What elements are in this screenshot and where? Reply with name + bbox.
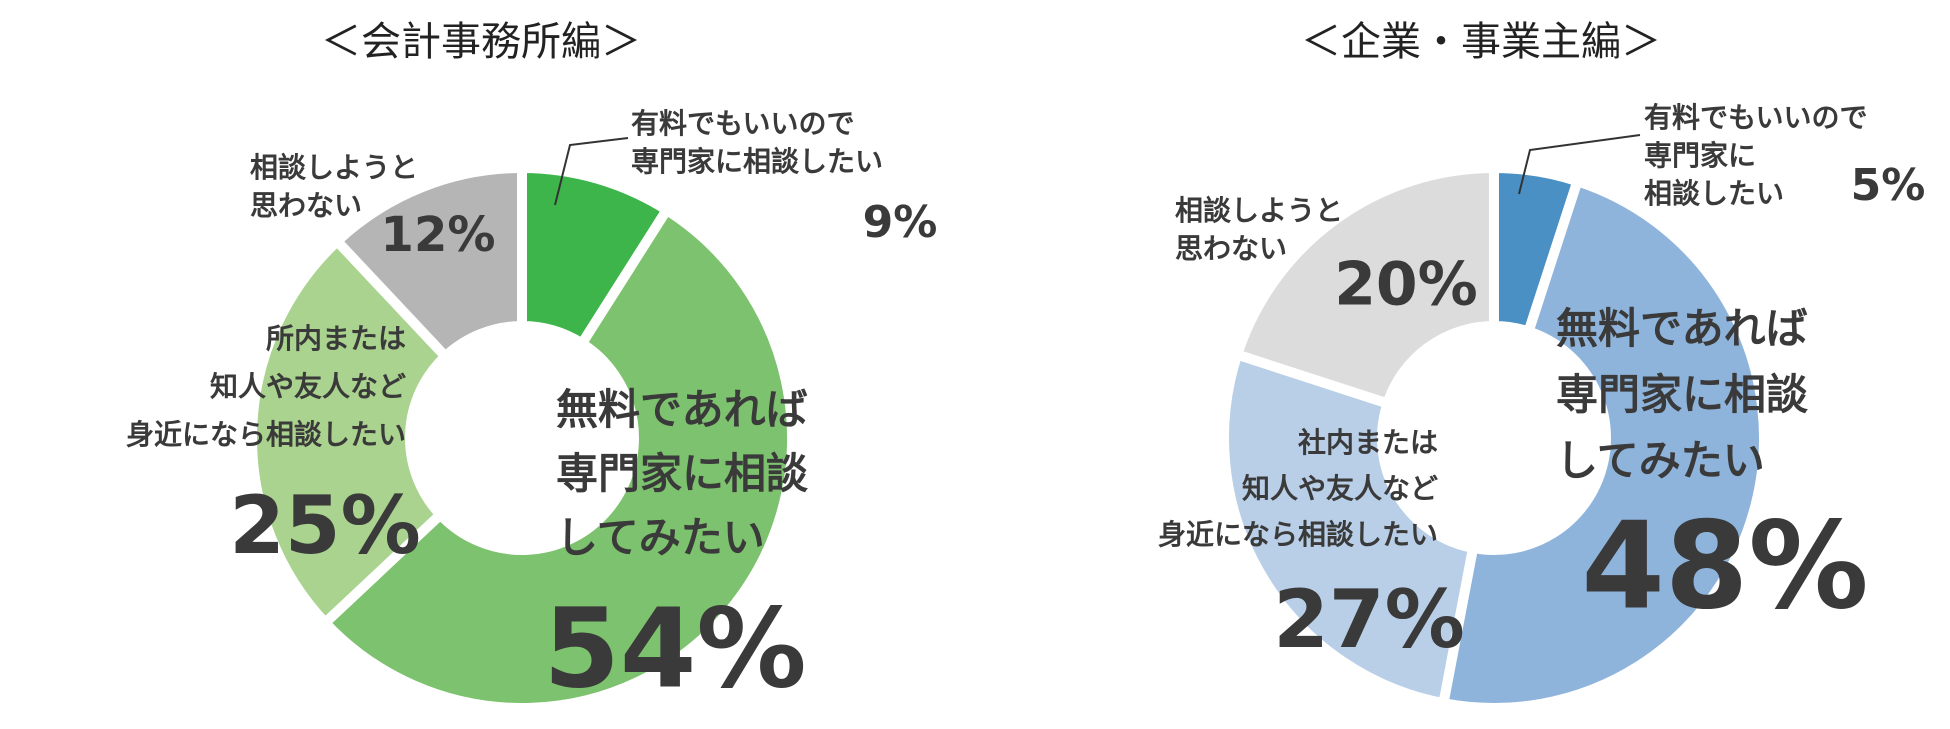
slice-label-line: してみたい: [556, 513, 765, 562]
slice-label-line: 身近になら相談したい: [1158, 518, 1438, 551]
donut-slice: [247, 234, 453, 630]
donut-slice: [1230, 162, 1499, 410]
slice-label: 社内または知人や友人など身近になら相談したい: [1158, 426, 1438, 551]
value-label: 48%: [1581, 498, 1868, 637]
slice-label-line: 知人や友人など: [210, 370, 406, 403]
slice-label-line: 知人や友人など: [1242, 472, 1438, 505]
donut-slice: [318, 203, 797, 713]
slice-label-line: してみたい: [1556, 436, 1765, 485]
slice-label: 相談しようと思わない: [1175, 194, 1343, 265]
slice-label-line: 有料でもいいので: [631, 107, 854, 140]
slice-label: 相談しようと思わない: [250, 151, 418, 222]
slice-label-line: 社内または: [1298, 426, 1438, 459]
value-label: 12%: [381, 207, 496, 263]
slice-label-line: 所内または: [266, 322, 406, 355]
slice-label-line: 思わない: [250, 189, 362, 222]
slice-label-line: 思わない: [1175, 232, 1287, 265]
slice-label: 無料であれば専門家に相談してみたい: [556, 385, 808, 562]
slice-label-line: 相談したい: [1644, 177, 1784, 210]
value-label: 27%: [1273, 573, 1464, 666]
value-label: 20%: [1334, 250, 1478, 320]
slice-label: 有料でもいいので専門家に相談したい: [631, 107, 883, 178]
slice-label-line: 専門家に相談: [556, 449, 808, 498]
chart-title: ＜会計事務所編＞: [321, 19, 641, 65]
slice-label: 無料であれば専門家に相談してみたい: [1556, 304, 1808, 485]
donut-slice: [330, 162, 527, 364]
leader-line: [1518, 134, 1641, 195]
slice-label-line: 有料でもいいので: [1644, 101, 1867, 134]
slice-label-line: 専門家に相談: [1556, 370, 1808, 419]
slice-label: 有料でもいいので専門家に相談したい: [1644, 101, 1867, 210]
slice-label-line: 無料であれば: [556, 385, 808, 434]
value-label: 54%: [543, 584, 806, 712]
slice-label-line: 相談しようと: [250, 151, 418, 184]
slice-label-line: 専門家に相談したい: [631, 145, 883, 178]
donut-slice: [1219, 348, 1479, 710]
chart-title: ＜企業・事業主編＞: [1301, 19, 1661, 65]
leader-line: [554, 137, 629, 206]
value-label: 9%: [863, 197, 938, 248]
slice-label-line: 無料であれば: [1556, 304, 1808, 353]
donut-slice: [1437, 174, 1769, 713]
slice-label: 所内または知人や友人など身近になら相談したい: [126, 322, 406, 451]
slice-label-line: 身近になら相談したい: [126, 418, 406, 451]
slice-label-line: 専門家に: [1644, 139, 1756, 172]
value-label: 25%: [229, 479, 420, 572]
slice-label-line: 相談しようと: [1175, 194, 1343, 227]
value-label: 5%: [1851, 160, 1926, 211]
